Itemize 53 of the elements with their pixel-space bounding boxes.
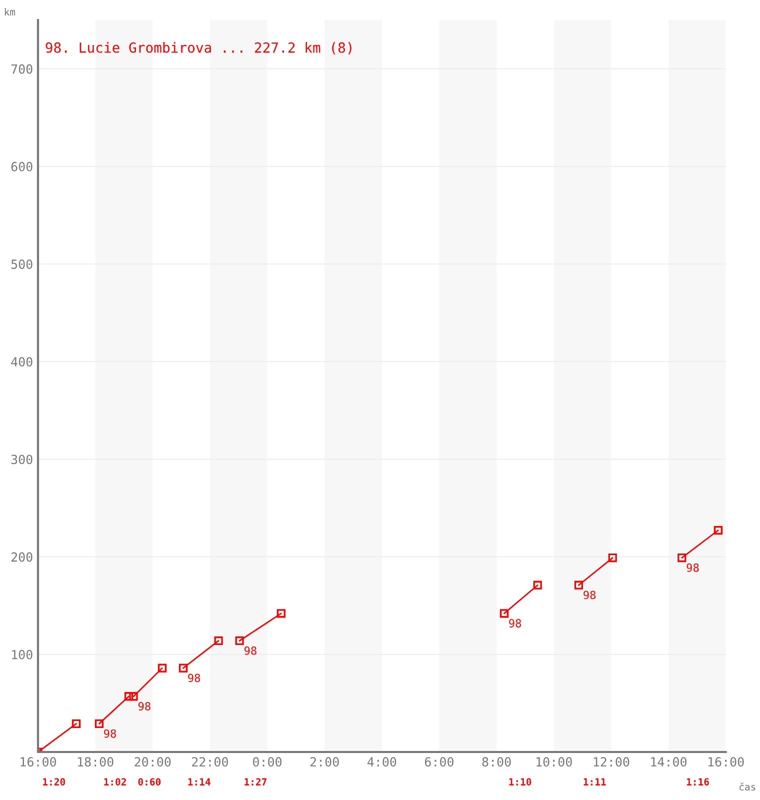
point — [574, 580, 583, 590]
annotation: 98 — [188, 674, 200, 682]
x-axis-title: čas — [740, 782, 756, 791]
point — [714, 526, 722, 535]
text: 1:02 — [104, 778, 126, 786]
point — [500, 609, 508, 618]
text: 98. Lucie Grombirova ... 227.2 km (8) — [46, 42, 352, 54]
point — [94, 719, 104, 728]
x-tick-label: 0:00 — [253, 757, 282, 767]
text: 1:11 — [584, 778, 606, 786]
annotation: 98 — [584, 590, 596, 600]
text: 0:60 — [138, 778, 161, 786]
point — [72, 719, 81, 728]
y-tick-label: 200 — [11, 552, 32, 562]
annotation: 98 — [138, 702, 150, 710]
point — [276, 609, 286, 618]
y-tick-label: 600 — [11, 162, 32, 172]
x-tick-label: 2:00 — [310, 757, 339, 767]
point — [124, 692, 134, 701]
y-axis-title: km — [4, 8, 16, 16]
y-tick-label: 500 — [11, 260, 32, 269]
x-tick-label: 22:00 — [192, 757, 228, 767]
x-tick-label: 12:00 — [594, 757, 630, 767]
point — [158, 664, 166, 672]
x-tick-label: 16:00 — [708, 757, 744, 767]
text: 1:10 — [509, 778, 532, 786]
point — [235, 636, 244, 646]
point — [533, 580, 542, 590]
annotation: 98 — [509, 619, 522, 628]
point — [678, 553, 686, 562]
y-tick-label: 700 — [11, 64, 32, 74]
y-tick-label: 100 — [12, 650, 32, 660]
text: 1:16 — [686, 778, 709, 786]
point — [214, 636, 223, 646]
y-tick-label: 300 — [11, 454, 32, 464]
x-tick-label: 20:00 — [134, 757, 171, 767]
text: 1:14 — [188, 778, 210, 786]
annotation: 98 — [104, 729, 116, 738]
point — [178, 664, 188, 672]
x-tick-label: 14:00 — [651, 757, 686, 767]
text: 1:27 — [244, 778, 266, 786]
point — [608, 553, 617, 562]
annotation: 98 — [244, 646, 256, 655]
annotation: 98 — [686, 563, 699, 572]
x-tick-label: 10:00 — [536, 757, 572, 767]
point — [129, 692, 138, 701]
y-tick-label: 400 — [11, 357, 32, 367]
x-tick-label: 16:00 — [20, 757, 56, 767]
x-tick-label: 4:00 — [367, 757, 396, 767]
x-tick-label: 18:00 — [78, 757, 114, 767]
x-tick-label: 8:00 — [482, 757, 511, 767]
x-tick-label: 6:00 — [424, 757, 454, 767]
text: 1:20 — [43, 778, 65, 786]
